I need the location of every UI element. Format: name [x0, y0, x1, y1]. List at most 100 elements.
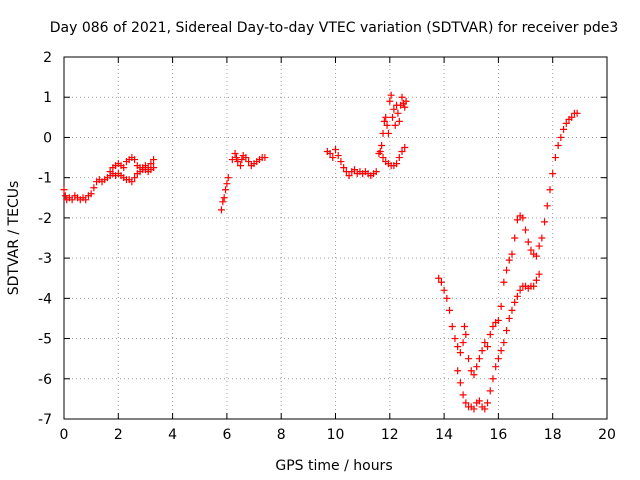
y-axis-label: SDTVAR / TECUs	[6, 181, 22, 296]
data-point	[340, 164, 348, 172]
data-point	[150, 164, 158, 172]
data-point	[222, 186, 230, 194]
x-tick-label: 6	[222, 427, 231, 443]
data-point	[484, 399, 492, 407]
data-point	[500, 278, 508, 286]
data-point	[372, 168, 380, 176]
data-point	[136, 168, 144, 176]
y-tick-label: -7	[38, 412, 52, 428]
data-point	[516, 286, 524, 294]
grid-lines	[64, 57, 607, 419]
x-tick-label: 16	[489, 427, 507, 443]
data-point	[508, 250, 516, 258]
data-point	[128, 178, 136, 186]
data-point	[505, 256, 513, 264]
data-point	[389, 113, 397, 121]
data-point	[120, 164, 128, 172]
y-tick-label: -3	[38, 251, 52, 267]
data-point	[532, 252, 540, 260]
data-point	[401, 144, 409, 151]
y-tick-label: -6	[38, 372, 52, 388]
data-point	[511, 234, 519, 242]
data-point	[224, 174, 232, 182]
data-point	[459, 339, 467, 347]
data-point	[228, 156, 236, 164]
data-point	[261, 154, 269, 162]
data-point	[454, 343, 462, 351]
y-tick-label: -2	[38, 211, 52, 227]
data-point	[380, 117, 388, 125]
data-point	[60, 186, 68, 194]
data-point	[560, 125, 568, 133]
data-point	[87, 190, 95, 198]
data-point	[535, 270, 543, 278]
data-point	[530, 282, 538, 290]
data-point	[549, 170, 557, 178]
data-point	[90, 184, 98, 192]
data-point	[383, 121, 391, 129]
data-point	[326, 150, 334, 158]
x-tick-label: 18	[544, 427, 562, 443]
data-point	[245, 158, 253, 166]
data-point	[378, 141, 386, 149]
data-point	[481, 339, 489, 347]
data-point	[500, 339, 508, 347]
data-point	[503, 266, 511, 274]
chart-title: Day 086 of 2021, Sidereal Day-to-day VTE…	[50, 20, 619, 36]
data-point	[61, 192, 69, 200]
x-tick-label: 4	[168, 427, 177, 443]
data-point	[551, 154, 559, 162]
data-point	[535, 242, 543, 250]
data-point	[554, 141, 562, 149]
data-point	[351, 166, 359, 174]
y-tick-label: -5	[38, 332, 52, 348]
data-point	[131, 156, 139, 164]
data-point	[401, 103, 409, 111]
data-point	[511, 298, 519, 306]
data-point	[454, 367, 462, 375]
data-point	[459, 391, 467, 399]
data-point	[435, 274, 443, 282]
data-point	[470, 371, 478, 379]
data-point	[329, 154, 337, 162]
data-point	[391, 121, 399, 129]
data-point	[473, 363, 481, 371]
data-point	[475, 397, 483, 405]
data-point	[393, 160, 401, 168]
data-point	[538, 234, 546, 242]
data-point	[334, 152, 342, 160]
data-point	[232, 154, 240, 162]
data-point	[242, 154, 250, 162]
data-point	[394, 109, 402, 117]
x-tick-label: 12	[381, 427, 399, 443]
data-point	[543, 202, 551, 210]
data-point	[546, 186, 554, 194]
data-point	[337, 158, 345, 166]
data-point	[220, 194, 228, 202]
data-point	[568, 113, 576, 121]
data-point	[131, 174, 139, 182]
data-point	[532, 276, 540, 284]
data-point	[475, 355, 483, 363]
data-point	[573, 109, 581, 117]
y-axis-ticks: -7 -6 -5 -4 -3 -2 -1 0 1 2	[38, 50, 607, 428]
data-point	[147, 160, 155, 168]
data-point	[541, 218, 549, 226]
x-tick-label: 14	[435, 427, 453, 443]
data-point	[236, 162, 244, 170]
data-point	[467, 367, 475, 375]
x-tick-label: 2	[114, 427, 123, 443]
data-point	[456, 349, 464, 357]
data-point	[489, 375, 497, 383]
data-point	[82, 196, 90, 204]
data-point	[234, 158, 242, 166]
data-point	[446, 306, 454, 314]
y-tick-label: -4	[38, 291, 52, 307]
data-point	[390, 105, 398, 113]
data-point	[497, 302, 505, 310]
y-tick-label: -1	[38, 171, 52, 187]
data-point	[376, 148, 384, 156]
data-point	[513, 216, 521, 224]
data-point	[519, 214, 527, 222]
x-tick-label: 0	[60, 427, 69, 443]
